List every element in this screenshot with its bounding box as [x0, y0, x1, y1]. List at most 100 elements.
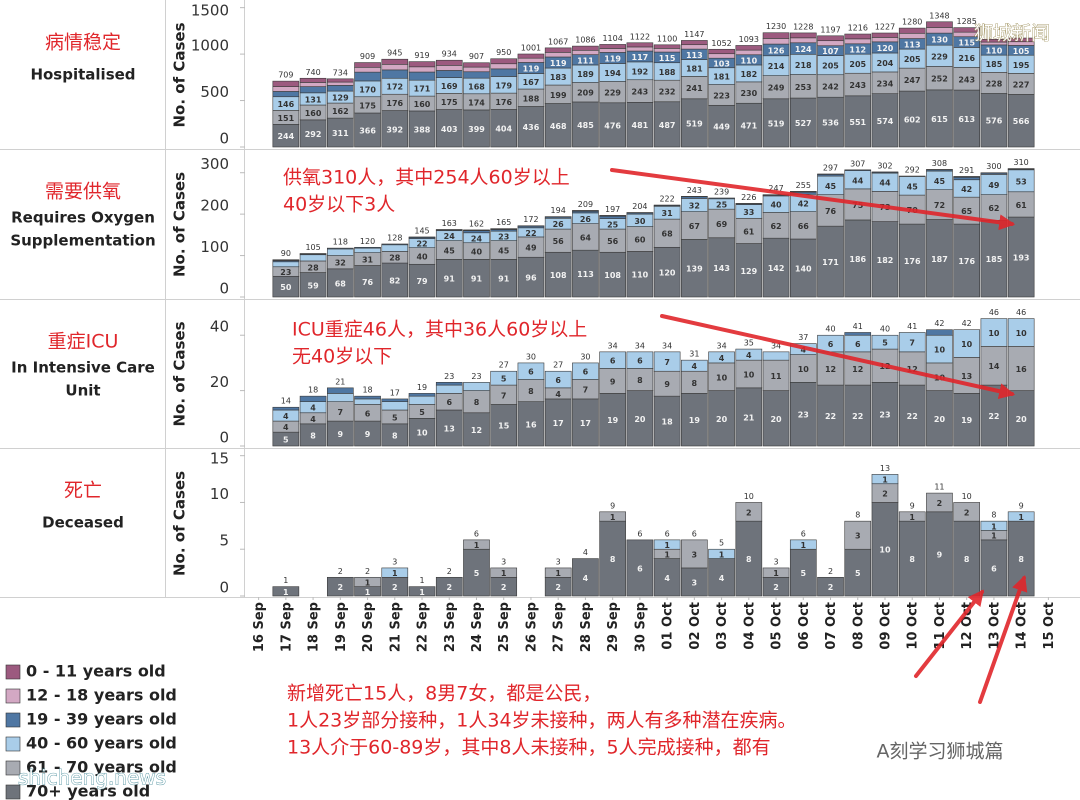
total-label: 8 — [991, 511, 996, 520]
segment-label: 234 — [877, 79, 894, 88]
bar-segment — [408, 393, 436, 397]
segment-label: 243 — [632, 88, 649, 97]
segment-label: 19 — [607, 416, 619, 425]
legend-label: 0 - 11 years old — [26, 662, 166, 681]
bar-segment — [926, 21, 953, 28]
annotation: 13人介于60-89岁，其中8人未接种，5人完成接种，都有 — [287, 737, 771, 759]
bar-segment — [490, 58, 518, 65]
bar-segment — [789, 382, 817, 447]
total-label: 1086 — [575, 36, 595, 45]
bar-segment — [626, 102, 654, 148]
segment-label: 574 — [877, 117, 894, 126]
bar-segment — [681, 567, 708, 597]
bar-segment — [708, 351, 735, 364]
segment-label: 392 — [386, 125, 403, 134]
segment-label: 17 — [553, 419, 564, 428]
segment-label: 75 — [852, 201, 864, 210]
bar-segment — [435, 384, 463, 394]
total-label: 1285 — [957, 17, 977, 26]
bar-segment — [354, 246, 381, 249]
segment-label: 9 — [937, 550, 943, 559]
segment-label: 229 — [931, 52, 948, 61]
segment-label: 96 — [525, 274, 537, 283]
y-tick-label: 0 — [219, 429, 229, 447]
total-label: 42 — [934, 319, 944, 328]
bar-segment — [871, 93, 899, 148]
segment-label: 6 — [583, 368, 589, 377]
total-label: 163 — [442, 219, 457, 228]
bar-segment — [599, 368, 626, 394]
x-tick-label: 28 Sep — [579, 602, 594, 652]
y-tick-label: 0 — [219, 130, 229, 148]
bar-segment — [681, 44, 708, 50]
segment-label: 32 — [335, 259, 346, 268]
bar-segment — [681, 539, 708, 569]
bar-segment — [681, 359, 708, 372]
y-axis-title: No. of Cases — [171, 321, 189, 426]
bar-segment — [789, 548, 817, 597]
segment-label: 31 — [662, 209, 674, 218]
annotation: 1人23岁部分接种，1人34岁未接种，两人有多种潜在疾病。 — [287, 710, 797, 732]
segment-label: 5 — [419, 408, 425, 417]
segment-label: 111 — [577, 56, 594, 65]
segment-label: 108 — [604, 271, 621, 280]
bar-segment — [626, 390, 654, 447]
y-axis-title: No. of Cases — [171, 22, 189, 127]
segment-label: 22 — [852, 412, 863, 421]
segment-label: 129 — [740, 267, 757, 276]
segment-label: 119 — [550, 59, 567, 68]
segment-label: 115 — [659, 54, 676, 63]
watermark: A刻学习狮城篇 — [877, 741, 1004, 763]
segment-label: 1 — [664, 550, 670, 559]
segment-label: 195 — [1013, 61, 1030, 70]
bar-segment — [544, 251, 572, 298]
segment-label: 6 — [365, 409, 371, 418]
total-label: 165 — [496, 218, 511, 227]
bar-segment — [1007, 37, 1035, 43]
segment-label: 82 — [389, 277, 400, 286]
total-label: 118 — [333, 238, 348, 247]
bar-segment — [272, 261, 300, 268]
segment-label: 1 — [882, 476, 888, 485]
bar-segment — [653, 351, 681, 372]
total-label: 222 — [659, 195, 674, 204]
segment-label: 1 — [1018, 513, 1024, 522]
legend-label: 12 - 18 years old — [26, 686, 177, 705]
segment-label: 602 — [904, 116, 921, 125]
segment-label: 167 — [523, 78, 540, 87]
watermark: shicheng.news — [18, 766, 166, 790]
segment-label: 468 — [550, 122, 567, 131]
y-axis-title: No. of Cases — [171, 172, 189, 277]
total-label: 46 — [1016, 308, 1026, 317]
y-tick-label: 40 — [210, 318, 229, 336]
segment-label: 45 — [444, 246, 456, 255]
total-label: 291 — [959, 166, 974, 175]
segment-label: 1 — [800, 541, 806, 550]
bar-segment — [517, 57, 545, 63]
segment-label: 192 — [632, 67, 649, 76]
segment-label: 1 — [610, 513, 616, 522]
total-label: 3 — [392, 557, 397, 566]
bar-segment — [926, 329, 953, 336]
bar-segment — [326, 268, 354, 298]
segment-label: 13 — [961, 372, 972, 381]
bar-segment — [844, 384, 872, 447]
y-tick-label: 300 — [200, 155, 229, 173]
segment-label: 223 — [713, 91, 730, 100]
bar-segment — [871, 474, 899, 485]
bar-segment — [1007, 520, 1035, 597]
segment-label: 1 — [991, 532, 997, 541]
segment-label: 204 — [877, 59, 894, 68]
bar-segment — [735, 348, 763, 361]
segment-label: 146 — [277, 100, 294, 109]
legend-swatch — [5, 664, 21, 680]
segment-label: 24 — [471, 234, 483, 243]
total-label: 34 — [716, 341, 726, 350]
bar-segment — [599, 251, 626, 298]
bar-segment — [871, 382, 899, 447]
x-tick-label: 09 Oct — [878, 602, 893, 650]
total-label: 10 — [744, 492, 754, 501]
bar-segment — [681, 393, 708, 447]
bar-segment — [544, 370, 572, 389]
segment-label: 292 — [305, 130, 322, 139]
